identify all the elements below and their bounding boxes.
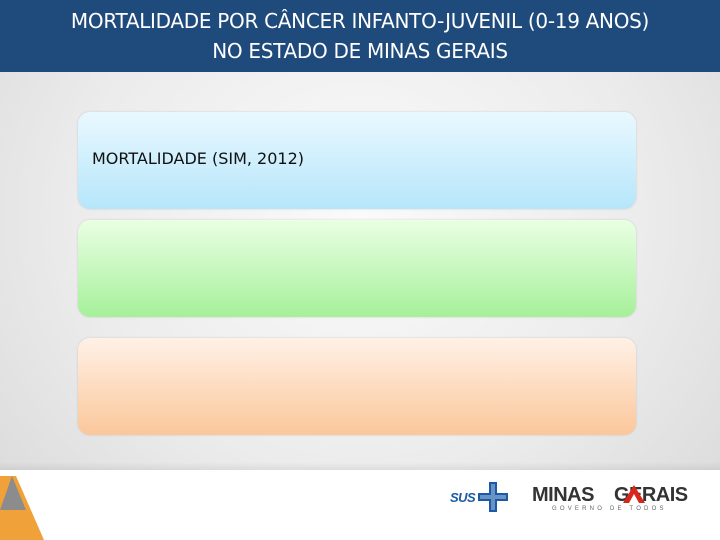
medical-cross-icon [478,482,508,512]
slide-footer [0,470,720,540]
sus-logo: SUS [450,480,512,516]
slide-title-line-2: NO ESTADO DE MINAS GERAIS [212,39,508,63]
minas-gerais-logo-left: MINAS [532,484,594,506]
corner-triangle-icon [0,476,44,540]
orange-card [78,338,636,435]
sus-logo-text: SUS [450,490,476,505]
mortality-card-label: MORTALIDADE (SIM, 2012) [92,149,305,168]
green-card [78,220,636,317]
slide-header: MORTALIDADE POR CÂNCER INFANTO-JUVENIL (… [0,0,720,72]
slide-title-line-1: MORTALIDADE POR CÂNCER INFANTO-JUVENIL (… [70,9,650,33]
minas-gerais-logo: MINAS GERAIS GOVERNO DE TODOS [532,484,702,520]
mortality-card: MORTALIDADE (SIM, 2012) [78,112,636,209]
minas-gerais-logo-subtitle: GOVERNO DE TODOS [552,506,667,512]
mountain-triangle-icon [623,485,645,503]
minas-gerais-logo-text: MINAS GERAIS [532,484,688,507]
footer-shadow [0,462,720,472]
